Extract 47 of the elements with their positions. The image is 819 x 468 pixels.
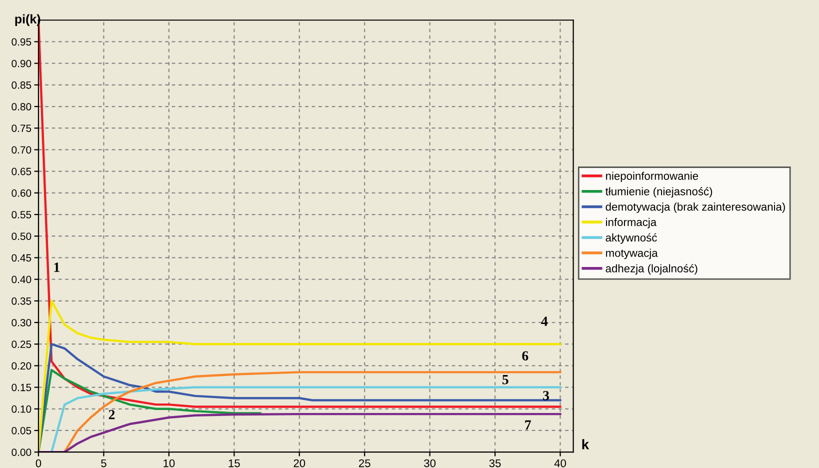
x-tick-label: 15 <box>228 459 240 468</box>
y-tick-label: 0.60 <box>12 189 32 197</box>
y-tick-label: 0.10 <box>12 405 32 413</box>
y-tick-label: 0.00 <box>12 448 32 456</box>
legend-label: tłumienie (niejasność) <box>605 187 712 198</box>
annotation: 5 <box>502 375 508 384</box>
legend-label: demotywacja (brak zainteresowania) <box>606 202 785 213</box>
annotation: 3 <box>543 390 550 400</box>
y-tick-label: 0.25 <box>12 340 32 348</box>
y-axis-title: pi(k) <box>15 14 40 26</box>
y-tick-label: 0.50 <box>12 232 32 240</box>
line-series <box>38 342 562 452</box>
y-tick-label: 0.20 <box>12 362 32 370</box>
y-tick-label: 0.30 <box>12 319 32 326</box>
annotation: 4 <box>541 316 548 326</box>
x-tick-label: 25 <box>358 459 370 468</box>
y-tick-label: 0.65 <box>12 168 32 176</box>
y-tick-label: 0.55 <box>12 211 32 218</box>
x-tick-label: 0 <box>36 459 42 468</box>
legend-label: motywacja <box>606 248 658 260</box>
y-tick-label: 0.85 <box>12 81 32 89</box>
x-tick-label: 35 <box>489 459 501 468</box>
legend-label: niepoinformowanie <box>606 172 698 182</box>
y-tick-label: 0.75 <box>12 124 32 132</box>
y-tick-label: 0.05 <box>12 426 32 434</box>
x-tick-label: 10 <box>164 459 175 468</box>
x-tick-label: 40 <box>554 459 566 468</box>
annotation: 1 <box>54 262 60 272</box>
y-tick-label: 0.35 <box>12 297 32 305</box>
y-tick-label: 0.80 <box>12 103 32 110</box>
y-tick-label: 0.90 <box>12 60 32 68</box>
legend-label: informacja <box>606 218 657 228</box>
legend-label: adhezja (lojalność) <box>606 264 698 275</box>
y-tick-label: 0.95 <box>12 38 32 46</box>
x-axis-title: k <box>582 439 590 450</box>
annotation: 2 <box>108 410 115 420</box>
x-tick-label: 5 <box>101 459 106 468</box>
line-series <box>38 300 562 452</box>
legend-label: aktywność <box>606 233 657 244</box>
y-tick-label: 0.70 <box>12 146 32 154</box>
y-tick-label: 0.15 <box>12 384 32 392</box>
annotation: 7 <box>525 420 531 430</box>
x-tick-label: 30 <box>424 459 436 468</box>
annotation: 6 <box>522 351 528 361</box>
x-tick-label: 20 <box>294 459 306 468</box>
y-tick-label: 0.45 <box>12 254 32 262</box>
y-tick-label: 0.40 <box>12 276 32 284</box>
